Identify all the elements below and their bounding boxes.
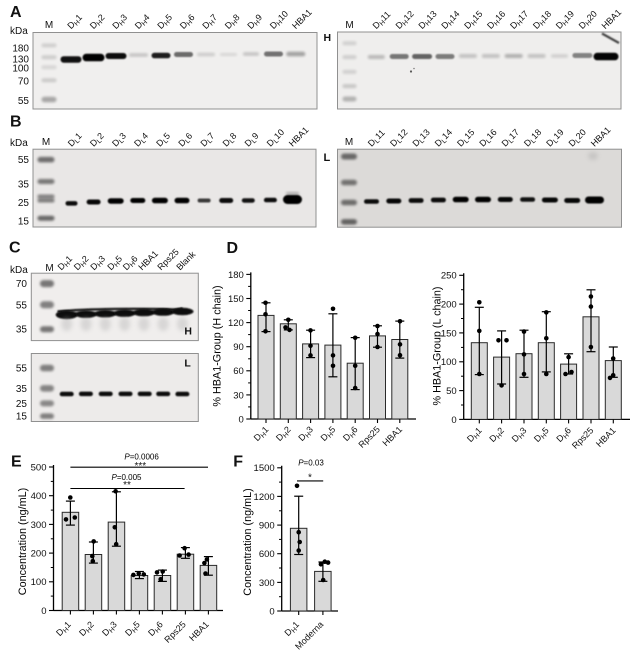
svg-text:H: H	[184, 326, 192, 338]
svg-text:55: 55	[18, 155, 30, 166]
svg-text:% HBA1-Group (H chain): % HBA1-Group (H chain)	[212, 285, 224, 406]
svg-text:0: 0	[41, 606, 46, 617]
svg-text:35: 35	[16, 325, 28, 336]
svg-text:600: 600	[259, 549, 275, 560]
svg-text:50: 50	[446, 386, 457, 397]
svg-text:900: 900	[259, 521, 275, 532]
svg-text:55: 55	[16, 300, 28, 311]
svg-text:M: M	[345, 137, 353, 148]
svg-text:P=0.03: P=0.03	[298, 458, 324, 467]
svg-text:L: L	[324, 152, 331, 164]
svg-text:55: 55	[16, 364, 28, 375]
svg-text:*: *	[308, 472, 312, 483]
svg-text:Concentration (ng/mL): Concentration (ng/mL)	[17, 488, 29, 595]
svg-text:Concentration (ng/mL): Concentration (ng/mL)	[242, 488, 254, 595]
svg-text:90: 90	[233, 342, 244, 353]
svg-text:150: 150	[441, 328, 457, 339]
svg-text:100: 100	[441, 357, 457, 368]
svg-text:100: 100	[31, 577, 47, 588]
svg-text:55: 55	[18, 96, 30, 107]
svg-text:200: 200	[31, 549, 47, 560]
svg-text:25: 25	[18, 198, 30, 209]
svg-text:150: 150	[228, 294, 244, 305]
svg-text:E: E	[11, 454, 22, 471]
svg-text:P=0.0006: P=0.0006	[124, 452, 159, 461]
svg-text:15: 15	[18, 217, 30, 228]
svg-text:1500: 1500	[254, 463, 275, 474]
svg-text:300: 300	[31, 520, 47, 531]
svg-text:15: 15	[16, 412, 28, 423]
svg-text:kDa: kDa	[10, 138, 28, 149]
svg-text:F: F	[233, 453, 243, 470]
svg-text:300: 300	[259, 578, 275, 589]
svg-text:C: C	[9, 239, 21, 256]
svg-text:**: **	[123, 480, 131, 491]
svg-text:D: D	[227, 240, 239, 257]
svg-text:***: ***	[134, 461, 146, 472]
svg-text:250: 250	[441, 271, 457, 282]
svg-text:L: L	[184, 358, 191, 370]
svg-text:M: M	[45, 263, 53, 274]
svg-text:120: 120	[228, 318, 244, 329]
svg-text:B: B	[10, 114, 22, 131]
svg-text:180: 180	[228, 270, 244, 281]
svg-text:M: M	[45, 20, 53, 31]
svg-text:35: 35	[16, 384, 28, 395]
svg-text:30: 30	[233, 390, 244, 401]
svg-text:130: 130	[12, 54, 29, 65]
svg-text:70: 70	[18, 77, 30, 88]
svg-text:60: 60	[233, 366, 244, 377]
svg-text:400: 400	[31, 491, 47, 502]
svg-text:A: A	[10, 4, 22, 21]
svg-text:kDa: kDa	[10, 265, 28, 276]
svg-text:200: 200	[441, 300, 457, 311]
svg-text:70: 70	[16, 279, 28, 290]
svg-text:35: 35	[18, 180, 30, 191]
svg-text:P=0.005: P=0.005	[111, 473, 142, 482]
svg-text:% HBA1-Group (L chain): % HBA1-Group (L chain)	[432, 286, 444, 405]
svg-text:M: M	[345, 20, 353, 31]
svg-text:180: 180	[12, 43, 29, 54]
svg-text:100: 100	[12, 64, 29, 75]
svg-text:kDa: kDa	[10, 26, 28, 37]
svg-text:1200: 1200	[254, 492, 275, 503]
svg-text:25: 25	[16, 399, 28, 410]
svg-text:0: 0	[239, 414, 244, 425]
svg-text:0: 0	[269, 606, 274, 617]
svg-text:H: H	[324, 32, 332, 44]
svg-text:M: M	[42, 137, 50, 148]
svg-text:0: 0	[451, 415, 456, 426]
svg-text:500: 500	[31, 462, 47, 473]
